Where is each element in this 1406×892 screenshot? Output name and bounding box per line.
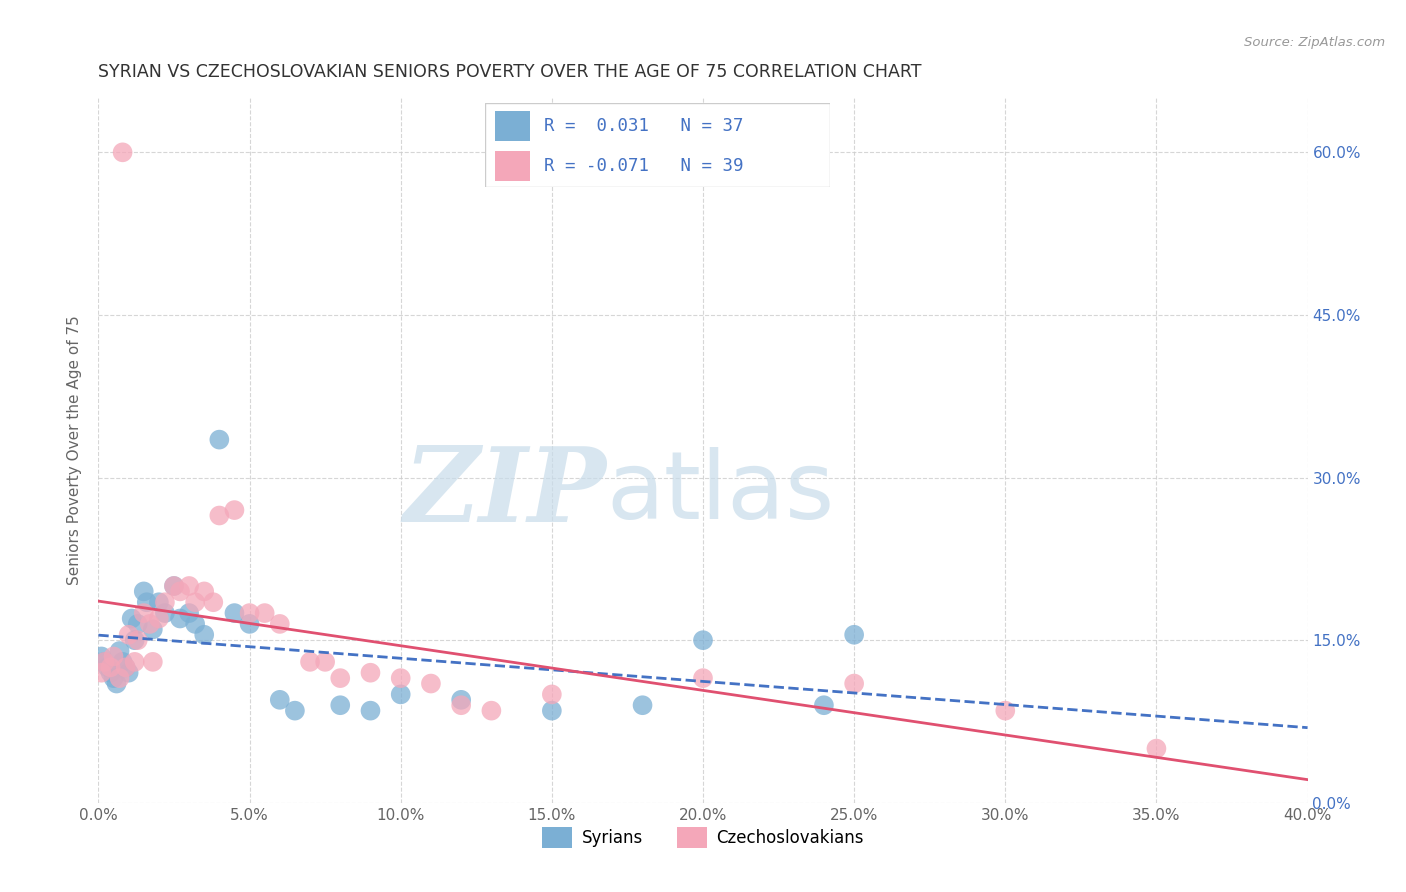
Point (239, 606, 262, 620)
Point (184, 616, 207, 631)
Point (118, 665, 141, 680)
Text: R =  0.031   N = 37: R = 0.031 N = 37 (544, 117, 744, 135)
Point (108, 644, 131, 658)
FancyBboxPatch shape (485, 103, 830, 187)
Text: SYRIAN VS CZECHOSLOVAKIAN SENIORS POVERTY OVER THE AGE OF 75 CORRELATION CHART: SYRIAN VS CZECHOSLOVAKIAN SENIORS POVERT… (98, 63, 922, 81)
Point (135, 595, 157, 609)
Point (329, 671, 352, 685)
Point (179, 606, 201, 620)
Point (253, 606, 276, 620)
Text: atlas: atlas (606, 447, 835, 539)
Point (108, 671, 131, 685)
Point (90, 665, 112, 680)
Point (692, 671, 714, 685)
FancyBboxPatch shape (495, 151, 530, 180)
Y-axis label: Seniors Poverty Over the Age of 75: Seniors Poverty Over the Age of 75 (67, 316, 83, 585)
Point (450, 698, 472, 713)
Point (1144, 741, 1167, 756)
Point (93, 655, 115, 669)
Point (148, 611, 170, 625)
Point (121, 611, 143, 625)
Text: ZIP: ZIP (404, 442, 606, 543)
Point (153, 595, 176, 609)
Text: Source: ZipAtlas.com: Source: ZipAtlas.com (1244, 36, 1385, 49)
Point (540, 687, 562, 701)
Point (124, 655, 146, 669)
Point (93, 655, 115, 669)
Point (132, 584, 155, 599)
Point (142, 655, 165, 669)
Point (224, 503, 246, 517)
Point (114, 660, 136, 674)
Point (389, 687, 412, 701)
Point (184, 595, 207, 609)
Point (481, 704, 503, 718)
Point (103, 649, 125, 664)
Point (450, 693, 472, 707)
Point (208, 508, 231, 523)
Point (105, 676, 128, 690)
Point (202, 595, 225, 609)
Point (994, 704, 1017, 718)
Point (124, 633, 146, 648)
Point (132, 606, 155, 620)
Point (148, 595, 170, 609)
Point (269, 693, 291, 707)
Point (169, 611, 191, 625)
Point (90, 649, 112, 664)
FancyBboxPatch shape (495, 112, 530, 141)
Point (813, 698, 835, 713)
Point (163, 579, 186, 593)
Point (153, 606, 176, 620)
Legend: Syrians, Czechoslovakians: Syrians, Czechoslovakians (536, 821, 870, 855)
Point (169, 584, 191, 599)
Point (127, 616, 149, 631)
Point (360, 665, 382, 680)
Point (114, 660, 136, 674)
Point (389, 671, 412, 685)
Point (299, 655, 322, 669)
Point (96, 660, 118, 674)
Point (329, 698, 352, 713)
Point (239, 616, 262, 631)
Point (100, 660, 122, 674)
Point (111, 655, 134, 669)
Point (100, 665, 122, 680)
Point (208, 433, 231, 447)
Text: R = -0.071   N = 39: R = -0.071 N = 39 (544, 157, 744, 175)
Point (844, 628, 866, 642)
Point (163, 579, 186, 593)
Point (269, 616, 291, 631)
Point (127, 633, 149, 648)
Point (118, 628, 141, 642)
Point (103, 671, 125, 685)
Point (179, 579, 201, 593)
Point (360, 704, 382, 718)
Point (142, 623, 165, 637)
Point (692, 633, 714, 648)
Point (420, 676, 443, 690)
Point (284, 704, 307, 718)
Point (139, 616, 162, 631)
Point (193, 628, 215, 642)
Point (314, 655, 336, 669)
Point (224, 606, 246, 620)
Point (631, 698, 654, 713)
Point (540, 704, 562, 718)
Point (111, 145, 134, 160)
Point (193, 584, 215, 599)
Point (844, 676, 866, 690)
